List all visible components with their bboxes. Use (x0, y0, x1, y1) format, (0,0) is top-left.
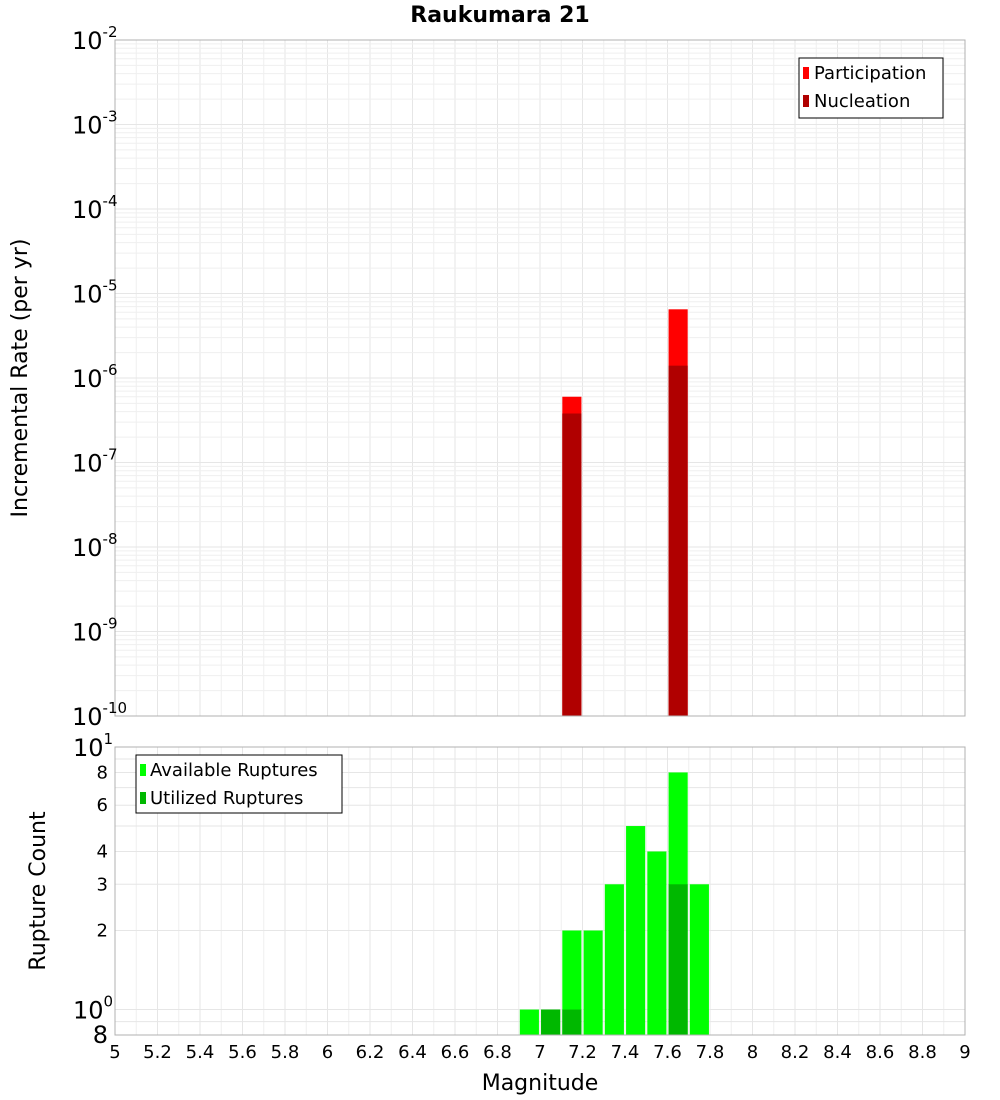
x-tick-label: 7 (534, 1042, 545, 1063)
available-ruptures-bar (583, 930, 603, 1035)
bottom-y-tick-label: 4 (97, 841, 108, 862)
legend-label-participation: Participation (814, 63, 926, 84)
top-y-tick-label: 10-3 (72, 108, 118, 140)
x-tick-label: 7.8 (696, 1042, 725, 1063)
top-y-tick-exponent: -8 (103, 530, 118, 548)
x-tick-label: 7.4 (611, 1042, 640, 1063)
x-tick-label: 5 (109, 1042, 120, 1063)
bottom-y-tick-exponent: 0 (104, 993, 114, 1011)
available-ruptures-bar (626, 826, 646, 1035)
top-y-tick-exponent: -2 (103, 23, 118, 41)
top-gridlines (114, 40, 966, 717)
utilized-ruptures-bar (541, 1009, 561, 1035)
bottom-y-tick-label: 3 (97, 874, 108, 895)
x-tick-label: 5.4 (186, 1042, 215, 1063)
chart-title: Raukumara 21 (410, 3, 589, 28)
x-tick-label: 5.2 (143, 1042, 172, 1063)
top-y-tick-exponent: -9 (103, 615, 118, 633)
top-y-tick-exponent: -7 (103, 446, 118, 464)
bottom-y-tick-label: 8 (97, 762, 108, 783)
nucleation-bar (668, 365, 688, 716)
bottom-y-tick-exponent: 1 (104, 730, 114, 748)
utilized-ruptures-bar (668, 884, 688, 1035)
x-tick-label: 6.4 (398, 1042, 427, 1063)
legend-label-available: Available Ruptures (150, 760, 318, 781)
bottom-y-axis-label: Rupture Count (26, 811, 51, 971)
top-y-tick-labels: 10-2 10-3 10-4 10-5 10-6 10-7 10-8 10-9 10-10 (72, 23, 127, 731)
x-tick-labels: 5 5.2 5.4 5.6 5.8 6 6.2 6.4 6.6 6.8 7 7.2 7.4 7.6 7.8 8… (109, 1042, 970, 1063)
available-ruptures-bar (562, 930, 582, 1035)
nucleation-bar (562, 413, 582, 716)
x-tick-label: 8.2 (781, 1042, 810, 1063)
top-y-tick-exponent: -3 (103, 108, 118, 126)
bottom-y-tick-label: 6 (97, 795, 108, 816)
bottom-y-tick-label: 100 (73, 993, 113, 1025)
top-y-tick-label: 10-4 (72, 192, 118, 224)
top-plot-frame (114, 39, 966, 717)
x-axis-label: Magnitude (482, 1071, 599, 1096)
top-legend: Participation Nucleation (798, 57, 944, 119)
x-tick-label: 5.8 (271, 1042, 300, 1063)
x-tick-label: 7.6 (653, 1042, 682, 1063)
available-ruptures-bar (519, 1009, 539, 1035)
legend-swatch-nucleation (803, 95, 809, 107)
legend-swatch-available (140, 764, 146, 776)
x-tick-label: 6 (322, 1042, 333, 1063)
x-tick-label: 7.2 (568, 1042, 597, 1063)
top-y-tick-label: 10-6 (72, 361, 118, 393)
top-plot: 10-2 10-3 10-4 10-5 10-6 10-7 10-8 10-9 10-10 In… (8, 23, 966, 731)
top-y-tick-exponent: -4 (103, 192, 118, 210)
top-y-tick-label: 10-2 (72, 23, 118, 55)
utilized-ruptures-bar (562, 1009, 582, 1035)
top-y-tick-exponent: -10 (103, 699, 128, 717)
top-y-tick-label: 10-9 (72, 615, 118, 647)
top-y-tick-label: 10-10 (72, 699, 127, 731)
bottom-y-tick-label: 8 (93, 1021, 108, 1049)
x-tick-label: 6.2 (356, 1042, 385, 1063)
x-tick-label: 8.8 (908, 1042, 937, 1063)
top-legend-box (798, 57, 944, 119)
top-y-tick-label: 10-7 (72, 446, 118, 478)
x-tick-label: 6.6 (441, 1042, 470, 1063)
bottom-bars (519, 772, 709, 1035)
top-y-axis-label: Incremental Rate (per yr) (8, 239, 33, 518)
bottom-legend-box (135, 754, 343, 814)
bottom-y-tick-label: 101 (73, 730, 113, 762)
top-bars (562, 309, 688, 716)
x-tick-label: 8.6 (866, 1042, 895, 1063)
available-ruptures-bar (689, 884, 709, 1035)
top-y-tick-label: 10-8 (72, 530, 118, 562)
x-tick-label: 8.4 (823, 1042, 852, 1063)
bottom-plot-frame (114, 746, 966, 1036)
available-ruptures-bar (604, 884, 624, 1035)
x-tick-label: 5.6 (228, 1042, 257, 1063)
top-y-tick-exponent: -5 (103, 277, 118, 295)
legend-swatch-utilized (140, 792, 146, 804)
x-tick-label: 9 (959, 1042, 970, 1063)
legend-label-utilized: Utilized Ruptures (150, 788, 303, 809)
bottom-y-tick-label: 2 (97, 921, 108, 942)
x-tick-label: 8 (747, 1042, 758, 1063)
x-tick-label: 6.8 (483, 1042, 512, 1063)
bottom-legend: Available Ruptures Utilized Ruptures (135, 754, 343, 814)
top-y-tick-label: 10-5 (72, 277, 118, 309)
legend-label-nucleation: Nucleation (814, 91, 910, 112)
top-y-tick-exponent: -6 (103, 361, 118, 379)
legend-swatch-participation (803, 67, 809, 79)
available-ruptures-bar (647, 851, 667, 1035)
